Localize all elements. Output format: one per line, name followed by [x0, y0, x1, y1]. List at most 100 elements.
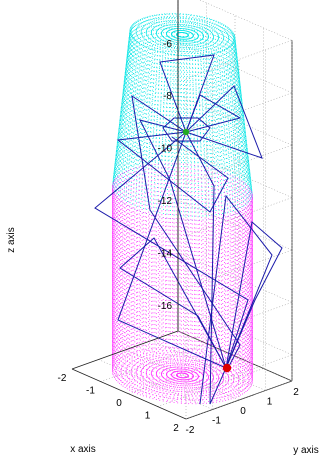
surface-dot [236, 55, 238, 57]
surface-dot [135, 133, 136, 135]
surface-dot [118, 154, 120, 156]
surface-dot [196, 133, 198, 135]
surface-dot [244, 142, 246, 144]
surface-dot [151, 15, 153, 17]
surface-dot [160, 101, 162, 103]
surface-dot [181, 170, 182, 171]
surface-dot [185, 25, 187, 26]
surface-dot [222, 57, 224, 58]
surface-dot [237, 160, 239, 162]
surface-dot [148, 85, 149, 87]
surface-dot [192, 84, 194, 86]
surface-dot [235, 94, 237, 96]
surface-dot [197, 145, 198, 147]
surface-dot [232, 91, 234, 93]
surface-dot [120, 114, 122, 116]
surface-dot [209, 87, 211, 89]
surface-dot [124, 121, 125, 123]
surface-dot [221, 126, 223, 127]
surface-dot [191, 207, 193, 209]
surface-dot [154, 108, 156, 109]
surface-dot [144, 132, 145, 133]
surface-dot [125, 76, 127, 78]
surface-dot [127, 146, 129, 148]
surface-dot [207, 108, 209, 109]
surface-dot [156, 129, 158, 131]
surface-dot [148, 105, 150, 107]
surface-dot [124, 72, 126, 73]
surface-dot [123, 87, 124, 89]
surface-dot [137, 55, 139, 57]
surface-dot [242, 158, 243, 160]
surface-dot [130, 99, 132, 101]
surface-dot [134, 74, 136, 76]
surface-dot [118, 154, 120, 156]
surface-dot [208, 59, 210, 61]
surface-dot [237, 66, 239, 67]
surface-dot [115, 169, 116, 170]
surface-dot [133, 69, 135, 71]
surface-dot [241, 104, 243, 106]
surface-dot [225, 25, 226, 27]
surface-dot [247, 197, 249, 199]
surface-dot [206, 62, 208, 64]
surface-dot [148, 30, 150, 32]
surface-dot [233, 46, 235, 48]
surface-dot [238, 79, 240, 81]
surface-dot [207, 141, 208, 142]
surface-dot [181, 137, 182, 139]
surface-dot [124, 113, 126, 115]
surface-dot [159, 122, 161, 124]
surface-dot [124, 168, 126, 170]
surface-dot [164, 57, 166, 58]
surface-dot [210, 89, 212, 91]
surface-dot [197, 162, 199, 164]
surface-dot [112, 178, 114, 180]
grid-line [185, 249, 293, 289]
surface-dot [122, 94, 124, 95]
surface-dot [225, 175, 227, 176]
surface-dot [230, 210, 232, 212]
surface-dot [175, 79, 177, 81]
surface-dot [133, 158, 135, 159]
surface-dot [123, 79, 125, 81]
surface-dot [134, 95, 136, 97]
surface-dot [175, 71, 177, 72]
surface-dot [121, 135, 123, 137]
surface-dot [216, 36, 218, 37]
surface-dot [221, 200, 223, 202]
surface-dot [184, 75, 185, 77]
surface-dot [221, 93, 222, 95]
surface-dot [235, 67, 236, 69]
surface-dot [210, 115, 212, 117]
surface-dot [199, 112, 201, 114]
surface-dot [131, 131, 132, 133]
surface-dot [233, 135, 235, 137]
surface-dot [157, 174, 159, 176]
surface-dot [116, 163, 118, 165]
surface-dot [218, 33, 220, 34]
surface-dot [242, 116, 244, 118]
surface-dot [239, 207, 241, 208]
surface-dot [220, 56, 222, 57]
surface-dot [125, 174, 127, 176]
surface-dot [128, 39, 130, 41]
surface-dot [233, 81, 235, 83]
surface-dot [119, 157, 120, 159]
surface-dot [208, 120, 210, 122]
surface-dot [186, 63, 188, 65]
surface-dot [135, 39, 136, 41]
surface-dot [236, 57, 237, 59]
surface-dot [237, 178, 239, 180]
surface-dot [184, 211, 186, 213]
surface-dot [198, 79, 200, 81]
surface-dot [237, 113, 239, 115]
surface-dot [163, 85, 165, 87]
surface-dot [187, 88, 188, 90]
surface-dot [205, 35, 206, 37]
surface-dot [197, 59, 199, 61]
surface-dot [198, 76, 199, 77]
surface-dot [171, 152, 172, 154]
surface-dot [192, 80, 194, 82]
surface-dot [120, 170, 122, 172]
